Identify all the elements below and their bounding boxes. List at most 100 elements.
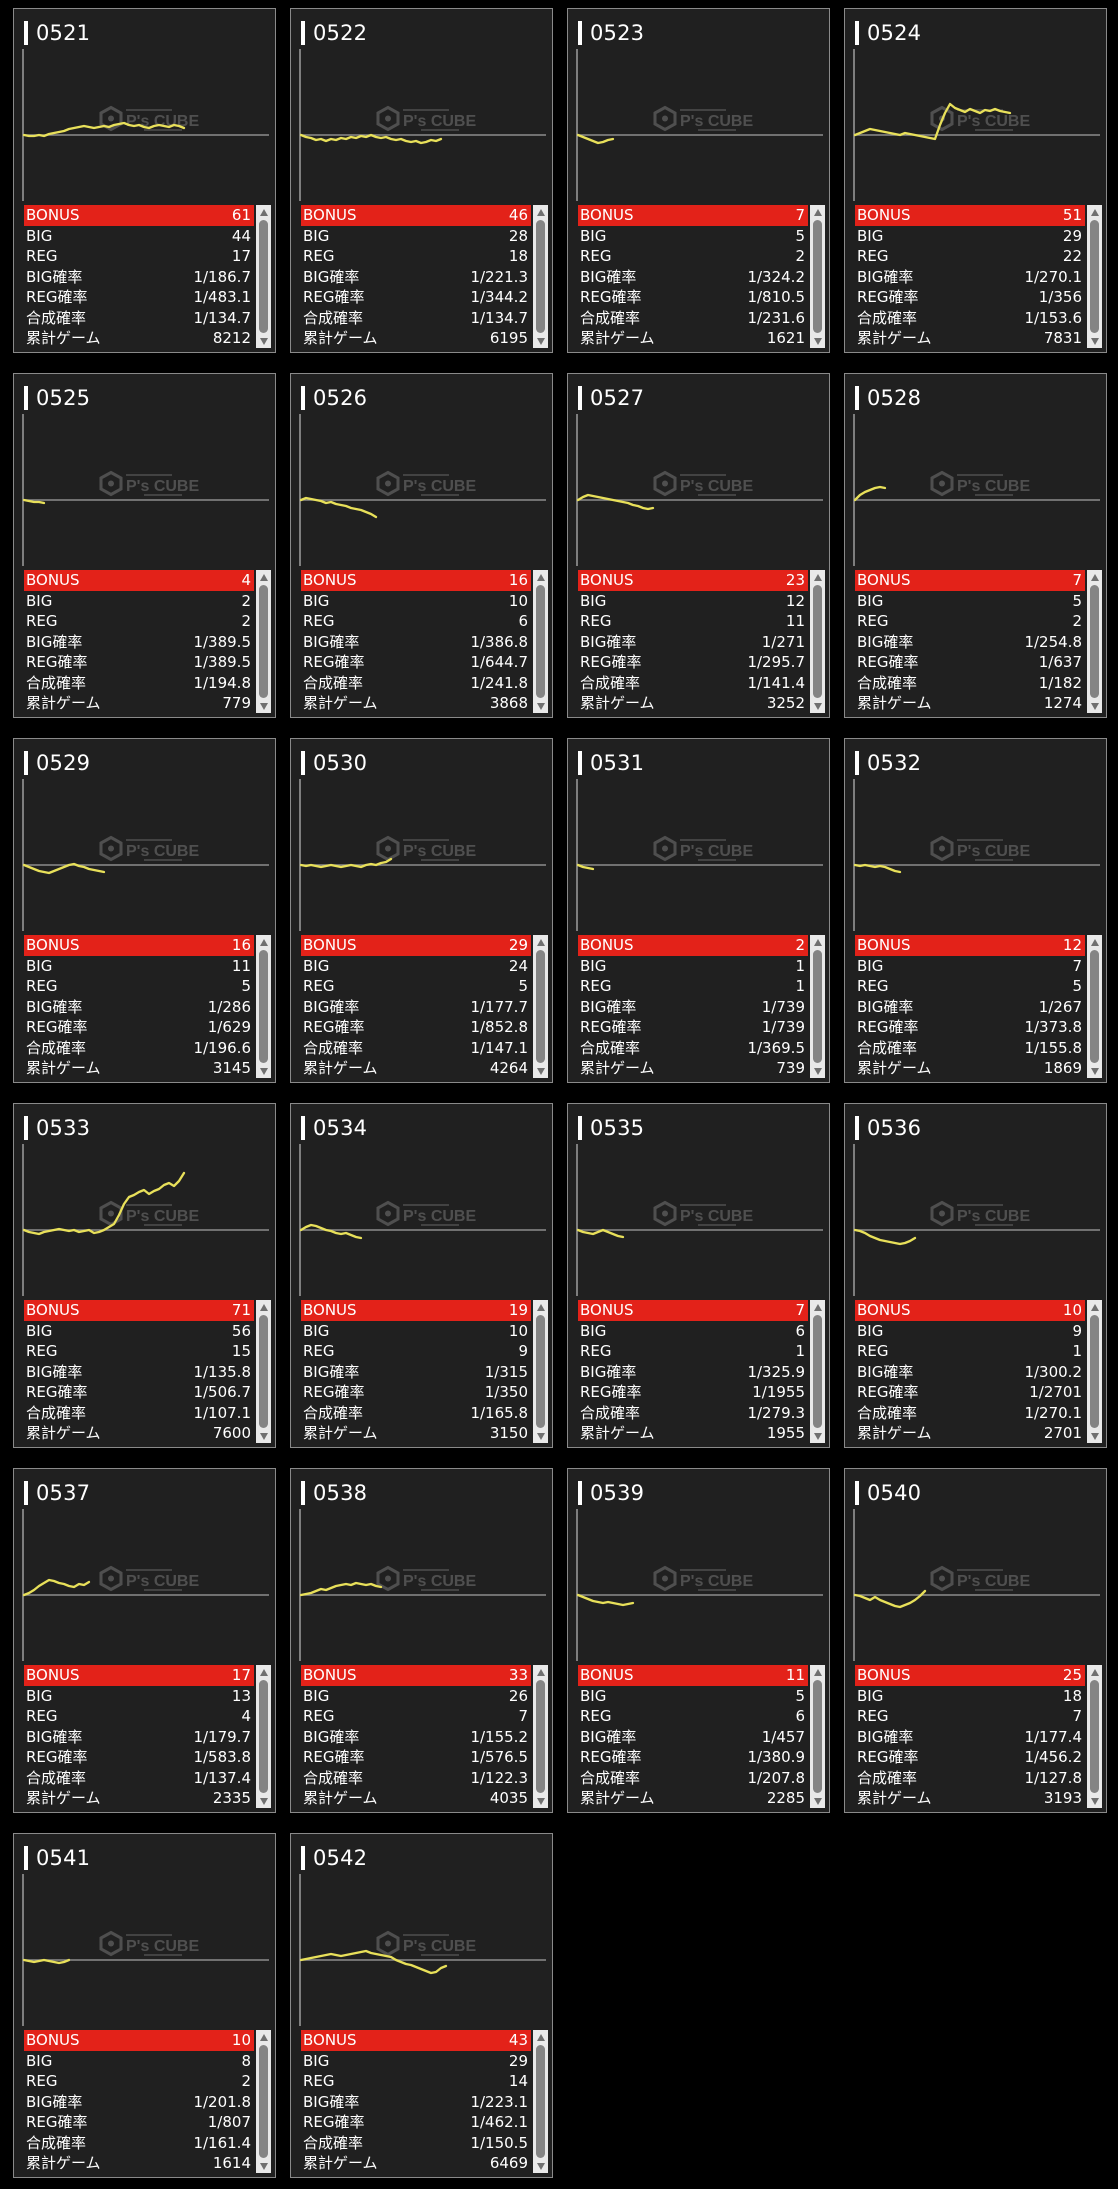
scroll-thumb[interactable] [259,1680,268,1793]
scroll-down-arrow-icon[interactable] [533,1794,548,1808]
stats-scrollbar[interactable] [810,935,825,1078]
machine-card-0526[interactable]: 0526 P's CUBE BONUS 16 BIG 10 REG 6 BIG確率 1/… [290,373,553,718]
scroll-down-arrow-icon[interactable] [256,1794,271,1808]
scroll-down-arrow-icon[interactable] [256,1064,271,1078]
stats-scrollbar[interactable] [810,570,825,713]
machine-card-0540[interactable]: 0540 P's CUBE BONUS 25 BIG 18 REG 7 BIG確率 1/… [844,1468,1107,1813]
scroll-thumb[interactable] [536,950,545,1063]
scroll-thumb[interactable] [259,220,268,333]
scroll-up-arrow-icon[interactable] [1087,1300,1102,1314]
scroll-down-arrow-icon[interactable] [256,699,271,713]
scroll-thumb[interactable] [813,220,822,333]
stats-scrollbar[interactable] [256,570,271,713]
scroll-down-arrow-icon[interactable] [256,334,271,348]
machine-card-0541[interactable]: 0541 P's CUBE BONUS 10 BIG 8 REG 2 BIG確率 1/2… [13,1833,276,2178]
stats-scrollbar[interactable] [1087,205,1102,348]
scroll-down-arrow-icon[interactable] [533,2159,548,2173]
scroll-down-arrow-icon[interactable] [810,1794,825,1808]
scroll-down-arrow-icon[interactable] [256,1429,271,1443]
machine-card-0538[interactable]: 0538 P's CUBE BONUS 33 BIG 26 REG 7 BIG確率 1/… [290,1468,553,1813]
scroll-thumb[interactable] [1090,950,1099,1063]
scroll-thumb[interactable] [813,585,822,698]
scroll-up-arrow-icon[interactable] [1087,1665,1102,1679]
stats-scrollbar[interactable] [533,1665,548,1808]
machine-card-0524[interactable]: 0524 P's CUBE BONUS 51 BIG 29 REG 22 BIG確率 1… [844,8,1107,353]
scroll-up-arrow-icon[interactable] [533,935,548,949]
stats-scrollbar[interactable] [533,570,548,713]
scroll-down-arrow-icon[interactable] [1087,334,1102,348]
scroll-up-arrow-icon[interactable] [533,570,548,584]
machine-card-0528[interactable]: 0528 P's CUBE BONUS 7 BIG 5 REG 2 BIG確率 1/25… [844,373,1107,718]
stats-scrollbar[interactable] [256,2030,271,2173]
scroll-up-arrow-icon[interactable] [256,570,271,584]
scroll-down-arrow-icon[interactable] [1087,699,1102,713]
stats-scrollbar[interactable] [533,1300,548,1443]
stats-scrollbar[interactable] [810,1300,825,1443]
scroll-up-arrow-icon[interactable] [533,1300,548,1314]
stats-scrollbar[interactable] [533,935,548,1078]
scroll-up-arrow-icon[interactable] [810,570,825,584]
scroll-up-arrow-icon[interactable] [533,2030,548,2044]
scroll-thumb[interactable] [1090,585,1099,698]
stats-scrollbar[interactable] [256,1300,271,1443]
stats-scrollbar[interactable] [810,205,825,348]
scroll-up-arrow-icon[interactable] [1087,935,1102,949]
scroll-thumb[interactable] [813,950,822,1063]
stats-scrollbar[interactable] [1087,1665,1102,1808]
scroll-thumb[interactable] [536,220,545,333]
scroll-thumb[interactable] [536,585,545,698]
scroll-down-arrow-icon[interactable] [810,1064,825,1078]
machine-card-0521[interactable]: 0521 P's CUBE BONUS 61 BIG 44 REG 17 BIG確率 1… [13,8,276,353]
machine-card-0535[interactable]: 0535 P's CUBE BONUS 7 BIG 6 REG 1 BIG確率 1/32… [567,1103,830,1448]
scroll-thumb[interactable] [1090,1315,1099,1428]
scroll-down-arrow-icon[interactable] [1087,1064,1102,1078]
scroll-up-arrow-icon[interactable] [256,935,271,949]
machine-card-0533[interactable]: 0533 P's CUBE BONUS 71 BIG 56 REG 15 BIG確率 1… [13,1103,276,1448]
scroll-thumb[interactable] [259,2045,268,2158]
stats-scrollbar[interactable] [810,1665,825,1808]
scroll-thumb[interactable] [259,1315,268,1428]
machine-card-0525[interactable]: 0525 P's CUBE BONUS 4 BIG 2 REG 2 BIG確率 1/38… [13,373,276,718]
machine-card-0529[interactable]: 0529 P's CUBE BONUS 16 BIG 11 REG 5 BIG確率 1/… [13,738,276,1083]
stats-scrollbar[interactable] [533,205,548,348]
scroll-thumb[interactable] [259,950,268,1063]
stats-scrollbar[interactable] [256,935,271,1078]
scroll-up-arrow-icon[interactable] [256,2030,271,2044]
scroll-up-arrow-icon[interactable] [810,1300,825,1314]
machine-card-0527[interactable]: 0527 P's CUBE BONUS 23 BIG 12 REG 11 BIG確率 1… [567,373,830,718]
machine-card-0523[interactable]: 0523 P's CUBE BONUS 7 BIG 5 REG 2 BIG確率 1/32… [567,8,830,353]
scroll-thumb[interactable] [1090,1680,1099,1793]
machine-card-0531[interactable]: 0531 P's CUBE BONUS 2 BIG 1 REG 1 BIG確率 1/73… [567,738,830,1083]
machine-card-0532[interactable]: 0532 P's CUBE BONUS 12 BIG 7 REG 5 BIG確率 1/2… [844,738,1107,1083]
machine-card-0536[interactable]: 0536 P's CUBE BONUS 10 BIG 9 REG 1 BIG確率 1/3… [844,1103,1107,1448]
scroll-down-arrow-icon[interactable] [810,334,825,348]
scroll-up-arrow-icon[interactable] [810,935,825,949]
scroll-up-arrow-icon[interactable] [533,205,548,219]
stats-scrollbar[interactable] [256,205,271,348]
scroll-down-arrow-icon[interactable] [810,699,825,713]
scroll-thumb[interactable] [813,1680,822,1793]
stats-scrollbar[interactable] [256,1665,271,1808]
scroll-down-arrow-icon[interactable] [256,2159,271,2173]
scroll-thumb[interactable] [536,2045,545,2158]
scroll-up-arrow-icon[interactable] [1087,205,1102,219]
scroll-up-arrow-icon[interactable] [256,205,271,219]
scroll-up-arrow-icon[interactable] [533,1665,548,1679]
scroll-up-arrow-icon[interactable] [810,205,825,219]
scroll-down-arrow-icon[interactable] [533,1064,548,1078]
scroll-thumb[interactable] [1090,220,1099,333]
scroll-up-arrow-icon[interactable] [1087,570,1102,584]
scroll-thumb[interactable] [259,585,268,698]
stats-scrollbar[interactable] [1087,935,1102,1078]
machine-card-0539[interactable]: 0539 P's CUBE BONUS 11 BIG 5 REG 6 BIG確率 1/4… [567,1468,830,1813]
machine-card-0537[interactable]: 0537 P's CUBE BONUS 17 BIG 13 REG 4 BIG確率 1/… [13,1468,276,1813]
scroll-down-arrow-icon[interactable] [1087,1429,1102,1443]
stats-scrollbar[interactable] [533,2030,548,2173]
machine-card-0534[interactable]: 0534 P's CUBE BONUS 19 BIG 10 REG 9 BIG確率 1/… [290,1103,553,1448]
scroll-down-arrow-icon[interactable] [810,1429,825,1443]
scroll-up-arrow-icon[interactable] [810,1665,825,1679]
scroll-thumb[interactable] [813,1315,822,1428]
stats-scrollbar[interactable] [1087,1300,1102,1443]
scroll-thumb[interactable] [536,1680,545,1793]
machine-card-0522[interactable]: 0522 P's CUBE BONUS 46 BIG 28 REG 18 BIG確率 1… [290,8,553,353]
